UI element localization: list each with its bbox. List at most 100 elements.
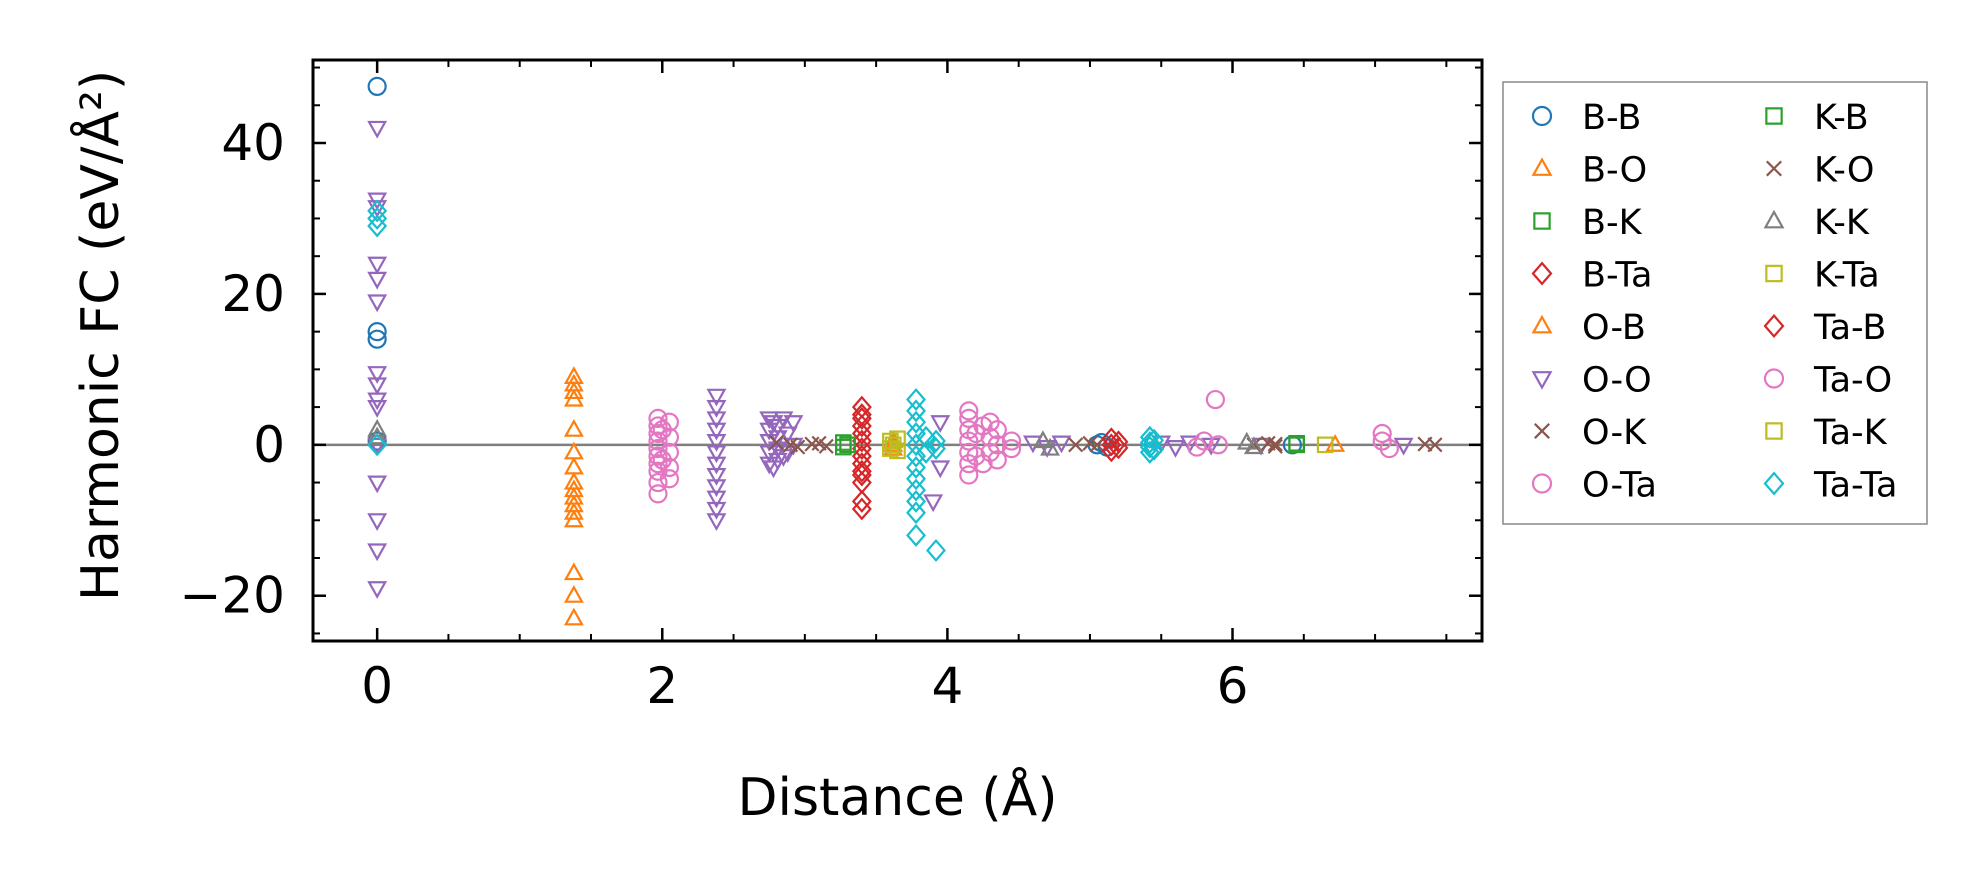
point-O-O-26	[706, 513, 727, 532]
legend-marker-O-Ta	[1531, 473, 1553, 494]
legend-entry-O-K: O-K	[1534, 413, 1647, 453]
point-B-O-13	[563, 607, 584, 626]
legend-label-B-B: B-B	[1582, 98, 1641, 138]
legend-marker-Ta-B	[1763, 313, 1785, 339]
point-B-B-3	[367, 431, 387, 451]
point-O-O-19	[706, 433, 727, 452]
point-Ta-B-5	[1108, 430, 1129, 454]
legend-marker-O-O	[1531, 371, 1553, 390]
point-O-O-16	[706, 400, 727, 418]
point-B-O-10	[563, 509, 584, 528]
legend-entry-O-O: O-O	[1531, 361, 1652, 401]
point-Ta-O-2	[973, 416, 993, 436]
x-tick-label: 6	[1217, 657, 1249, 715]
point-O-O-9	[367, 400, 388, 418]
point-Ta-Ta-19	[926, 429, 946, 453]
point-Ta-O-6	[1187, 437, 1207, 457]
point-K-K-3	[1040, 437, 1060, 456]
legend-entry-B-O: B-O	[1531, 151, 1647, 191]
point-Ta-Ta-25	[1144, 428, 1165, 452]
point-O-O-44	[930, 415, 951, 433]
point-Ta-O-1	[652, 450, 672, 470]
point-B-Ta-5	[851, 437, 872, 461]
point-O-O-52	[1179, 435, 1200, 454]
point-O-Ta-9	[648, 484, 668, 504]
point-O-Ta-29	[987, 450, 1007, 470]
point-K-K-5	[1243, 436, 1264, 455]
point-O-Ta-8	[648, 472, 668, 493]
series-Ta-Ta	[367, 199, 1165, 562]
point-O-O-46	[923, 494, 944, 513]
legend-label-O-Ta: O-Ta	[1582, 466, 1657, 506]
legend-label-O-B: O-B	[1582, 308, 1646, 348]
legend-marker-O-K	[1534, 423, 1550, 439]
point-B-Ta-8	[851, 459, 872, 483]
point-B-Ta-3	[851, 422, 872, 445]
legend-marker-B-B	[1531, 105, 1553, 127]
series-Ta-B	[851, 403, 1129, 487]
point-Ta-Ta-20	[926, 437, 946, 461]
point-Ta-Ta-7	[906, 422, 926, 445]
point-O-Ta-15	[959, 401, 979, 421]
point-B-O-3	[563, 418, 584, 437]
y-tick-label: −20	[179, 567, 285, 625]
point-O-Ta-4	[648, 438, 668, 459]
point-B-Ta-2	[851, 414, 872, 438]
point-O-B-1	[563, 479, 584, 498]
legend-label-K-Ta: K-Ta	[1814, 256, 1880, 296]
point-K-K-2	[1032, 430, 1053, 449]
point-Ta-B-6	[1108, 436, 1129, 460]
point-Ta-O-0	[652, 420, 672, 440]
point-B-B-0	[367, 76, 387, 97]
point-Ta-Ta-26	[1144, 437, 1165, 461]
point-Ta-Ta-0	[367, 199, 388, 223]
point-O-O-55	[1393, 437, 1414, 456]
legend-entry-O-B: O-B	[1531, 308, 1646, 348]
legend-label-Ta-B: Ta-B	[1813, 308, 1886, 348]
legend-entry-B-Ta: B-Ta	[1531, 256, 1652, 296]
point-Ta-B-0	[851, 403, 872, 427]
point-O-Ta-0	[648, 408, 668, 429]
point-Ta-Ta-18	[916, 440, 936, 464]
legend-marker-K-B	[1765, 107, 1783, 125]
point-Ta-Ta-14	[906, 501, 926, 525]
point-O-Ta-27	[987, 420, 1007, 440]
point-K-O-3	[1267, 436, 1283, 452]
series-O-O	[367, 120, 1414, 599]
legend-label-B-O: B-O	[1582, 151, 1647, 191]
point-Ta-Ta-5	[906, 399, 926, 423]
point-Ta-Ta-21	[1139, 425, 1160, 449]
point-K-Ta-3	[1316, 436, 1334, 454]
legend-label-O-O: O-O	[1582, 361, 1652, 401]
point-O-O-23	[706, 479, 727, 498]
legend-entry-Ta-B: Ta-B	[1763, 308, 1886, 348]
legend-marker-Ta-K	[1765, 422, 1783, 440]
point-O-O-0	[367, 120, 388, 139]
point-Ta-O-10	[1379, 438, 1399, 459]
legend-label-Ta-K: Ta-K	[1813, 413, 1888, 453]
point-O-O-51	[1165, 440, 1186, 458]
legend-marker-B-K	[1533, 212, 1551, 230]
series-Ta-O	[652, 389, 1399, 474]
point-O-O-49	[1051, 435, 1072, 454]
y-tick-label: 20	[221, 265, 285, 323]
point-O-O-40	[777, 426, 798, 445]
legend-label-K-K: K-K	[1814, 203, 1870, 243]
point-O-O-18	[706, 422, 727, 441]
legend-marker-Ta-O	[1763, 368, 1785, 389]
point-O-O-45	[930, 460, 951, 479]
point-Ta-K-1	[882, 440, 899, 457]
point-Ta-Ta-15	[906, 523, 926, 547]
point-Ta-B-1	[851, 463, 872, 487]
legend-label-O-K: O-K	[1582, 413, 1647, 453]
point-K-K-4	[1236, 431, 1257, 450]
series-K-O	[783, 436, 1433, 453]
point-Ta-Ta-17	[916, 425, 936, 449]
series-K-K	[367, 418, 1264, 456]
legend-marker-O-B	[1531, 314, 1553, 334]
point-B-O-16	[1325, 434, 1346, 452]
point-Ta-Ta-12	[906, 478, 926, 502]
point-B-Ta-11	[851, 497, 872, 521]
legend-marker-K-K	[1763, 209, 1785, 229]
legend-label-K-B: K-B	[1814, 98, 1869, 138]
